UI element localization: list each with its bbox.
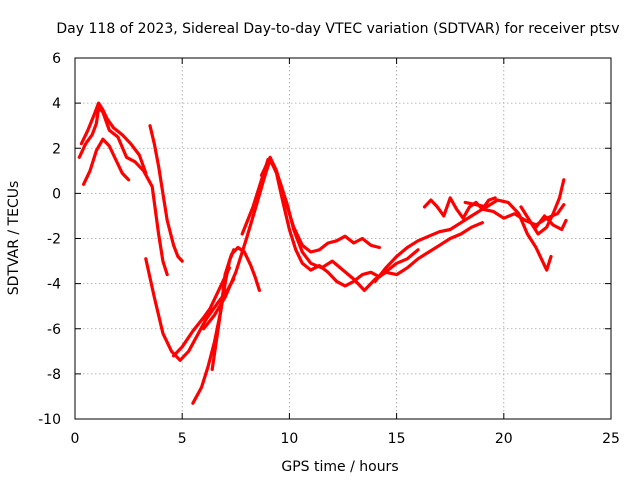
satellite-track-8 <box>210 248 236 371</box>
x-tick-label: 5 <box>178 431 187 447</box>
satellite-track-14 <box>463 198 553 272</box>
chart-title: Day 118 of 2023, Sidereal Day-to-day VTE… <box>56 21 619 37</box>
y-tick-label: 2 <box>52 141 61 157</box>
satellite-track-6 <box>172 266 231 358</box>
y-tick-label: -6 <box>47 322 61 338</box>
y-tick-label: -8 <box>47 367 61 383</box>
x-axis-label: GPS time / hours <box>281 459 398 475</box>
y-axis-label: SDTVAR / TECUs <box>6 181 22 296</box>
y-tick-label: -2 <box>47 232 61 248</box>
satellite-track-4 <box>148 124 184 263</box>
axis-ticks: 0 5 10 15 20 25 -10 -8 -6 -4 -2 0 2 4 6 <box>38 51 620 447</box>
y-tick-label: 0 <box>52 186 61 202</box>
satellite-track-9 <box>202 157 420 331</box>
y-tick-label: 4 <box>52 96 61 112</box>
x-tick-label: 20 <box>495 431 513 447</box>
satellite-track-15 <box>519 178 566 236</box>
y-tick-label: -4 <box>47 277 61 293</box>
x-tick-label: 25 <box>602 431 620 447</box>
x-tick-label: 0 <box>71 431 80 447</box>
y-tick-label: -10 <box>38 412 61 428</box>
data-traces <box>77 101 568 405</box>
satellite-track-16 <box>534 214 568 232</box>
x-tick-label: 10 <box>280 431 298 447</box>
y-tick-label: 6 <box>52 51 61 67</box>
satellite-track-11 <box>259 155 381 254</box>
satellite-track-2 <box>79 101 148 175</box>
satellite-track-3 <box>82 137 131 186</box>
satellite-track-5 <box>144 257 236 362</box>
x-tick-label: 15 <box>388 431 406 447</box>
satellite-track-1 <box>77 106 169 277</box>
